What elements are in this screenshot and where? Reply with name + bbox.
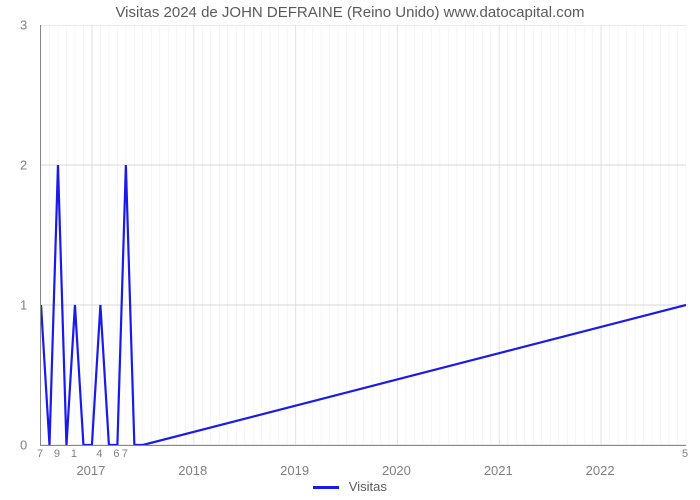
legend-swatch xyxy=(313,486,339,489)
y-tick-label: 0 xyxy=(20,438,27,453)
plot-area xyxy=(40,25,686,446)
x-tick-year: 2021 xyxy=(484,463,513,478)
x-tick-year: 2020 xyxy=(382,463,411,478)
x-tick-year: 2019 xyxy=(280,463,309,478)
legend: Visitas xyxy=(0,479,700,494)
x-tick-month: 5 xyxy=(682,448,688,460)
y-tick-label: 3 xyxy=(20,18,27,33)
y-tick-label: 2 xyxy=(20,158,27,173)
chart-svg xyxy=(41,25,686,445)
x-tick-month: 7 xyxy=(122,448,128,460)
x-tick-month: 6 xyxy=(113,448,119,460)
x-tick-month: 7 xyxy=(37,448,43,460)
x-tick-month: 4 xyxy=(96,448,102,460)
chart-container: Visitas 2024 de JOHN DEFRAINE (Reino Uni… xyxy=(0,0,700,500)
x-tick-year: 2022 xyxy=(586,463,615,478)
legend-label: Visitas xyxy=(349,479,387,494)
x-tick-year: 2017 xyxy=(76,463,105,478)
x-tick-month: 9 xyxy=(54,448,60,460)
chart-title: Visitas 2024 de JOHN DEFRAINE (Reino Uni… xyxy=(0,4,700,21)
x-tick-month: 1 xyxy=(71,448,77,460)
x-tick-year: 2018 xyxy=(178,463,207,478)
y-tick-label: 1 xyxy=(20,298,27,313)
